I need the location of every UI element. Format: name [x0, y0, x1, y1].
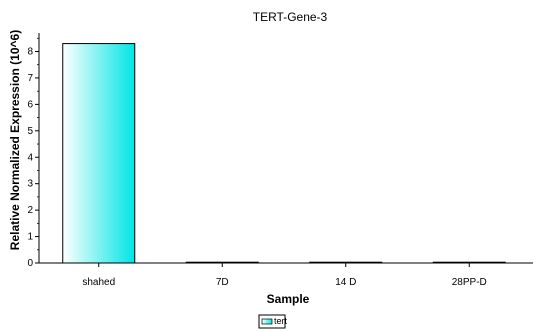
bar — [185, 261, 259, 264]
legend-label: tert — [274, 316, 288, 326]
y-tick-label: 3 — [27, 179, 33, 190]
y-tick-label: 7 — [27, 73, 33, 84]
x-tick-label: shahed — [82, 277, 115, 288]
bar — [62, 43, 136, 264]
legend: tert — [258, 314, 288, 329]
legend-swatch — [261, 318, 273, 325]
y-axis-title: Relative Normalized Expression (10^6) — [8, 30, 22, 250]
plot-area: 0 1 2 3 4 5 6 7 8 shahed 7D 14 D 28PP-D — [27, 33, 533, 288]
x-tick-label: 28PP-D — [452, 277, 487, 288]
chart-title: TERT-Gene-3 — [253, 10, 328, 24]
y-tick-label: 1 — [27, 232, 33, 243]
y-tick-label: 4 — [27, 152, 33, 163]
x-tick-label: 14 D — [335, 277, 356, 288]
bar — [309, 261, 383, 264]
y-tick-label: 5 — [27, 126, 33, 137]
x-axis-title: Sample — [267, 292, 310, 306]
bar — [432, 261, 506, 264]
x-tick-label: 7D — [216, 277, 229, 288]
y-tick-label: 2 — [27, 205, 33, 216]
y-tick-label: 0 — [27, 258, 33, 269]
y-tick-label: 6 — [27, 99, 33, 110]
y-tick-label: 8 — [27, 47, 33, 58]
